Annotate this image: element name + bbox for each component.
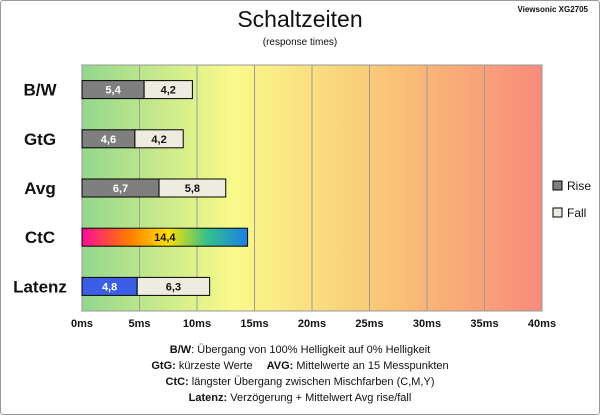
footnote-ctc-key: CtC:: [165, 376, 189, 388]
category-label: GtG: [24, 130, 56, 149]
category-label: CtC: [25, 228, 55, 247]
category-labels: B/W GtG Avg CtC Latenz: [13, 81, 67, 297]
bar-value-label: 4,2: [151, 134, 166, 146]
legend: Rise Fall: [552, 179, 591, 220]
bar-ctc: [81, 227, 249, 247]
footnote-gtg-avg: GtG: kürzeste Werte AVG: Mittelwerte an 1…: [0, 358, 600, 374]
bar-value-label: 6,7: [113, 183, 128, 195]
footnote-ctc: CtC: längster Übergang zwischen Mischfar…: [0, 374, 600, 390]
bar-value-label: 4,2: [161, 85, 176, 97]
bar-fall: [143, 80, 193, 100]
legend-label-fall: Fall: [567, 206, 586, 220]
x-tick-label: 40ms: [528, 318, 556, 330]
category-label: Avg: [24, 179, 56, 198]
footnote-bw: B/W: Übergang von 100% Helligkeit auf 0%…: [0, 342, 600, 358]
monitor-model: Viewsonic XG2705: [517, 5, 588, 14]
bar-value-label: 6,3: [166, 281, 181, 293]
footnote-avg-key: AVG:: [266, 360, 294, 372]
chart-subtitle: (response times): [262, 37, 338, 48]
footnote-avg-text: Mittelwerte an 15 Messpunkten: [293, 360, 449, 372]
category-label: Latenz: [13, 277, 67, 296]
category-label: B/W: [23, 81, 57, 100]
legend-swatch-fall: [552, 207, 563, 218]
x-tick-label: 20ms: [298, 318, 326, 330]
x-tick-label: 15ms: [240, 318, 268, 330]
chart-title: Schaltzeiten: [237, 6, 363, 32]
footnote-latenz: Latenz: Verzögerung + Mittelwert Avg ris…: [0, 390, 600, 406]
bar-fall: [136, 276, 211, 296]
x-tick-label: 10ms: [183, 318, 211, 330]
legend-swatch-rise: [552, 180, 563, 191]
bar-value-label: 5,8: [185, 183, 200, 195]
x-tick-label: 5ms: [128, 318, 150, 330]
footnotes: B/W: Übergang von 100% Helligkeit auf 0%…: [0, 342, 600, 406]
footnote-bw-text: : Übergang von 100% Helligkeit auf 0% He…: [191, 344, 431, 356]
x-tick-label: 35ms: [470, 318, 498, 330]
footnote-latenz-key: Latenz:: [188, 392, 228, 404]
bar-value-label: 14,4: [154, 232, 176, 244]
bar-value-label: 4,8: [102, 281, 117, 293]
x-tick-label: 25ms: [355, 318, 383, 330]
x-tick-label: 30ms: [413, 318, 441, 330]
bar-value-label: 5,4: [105, 85, 121, 97]
x-tick-label: 0ms: [71, 318, 93, 330]
footnote-bw-key: B/W: [169, 344, 192, 356]
bar-fall: [158, 178, 227, 198]
bars: 5,4 4,2 4,6 4,2 6,7 5,8 14,4 4,8 6,3: [81, 80, 249, 296]
footnote-gtg-text: kürzeste Werte: [175, 360, 253, 372]
legend-label-rise: Rise: [567, 179, 591, 193]
bar-value-label: 4,6: [101, 134, 116, 146]
footnote-latenz-text: Verzögerung + Mittelwert Avg rise/fall: [227, 392, 412, 404]
x-tick-labels: 0ms 5ms 10ms 15ms 20ms 25ms 30ms 35ms 40ms: [71, 318, 556, 330]
footnote-ctc-text: längster Übergang zwischen Mischfarben (…: [188, 376, 435, 388]
bar-fall: [134, 129, 184, 149]
footnote-gtg-key: GtG:: [151, 360, 176, 372]
